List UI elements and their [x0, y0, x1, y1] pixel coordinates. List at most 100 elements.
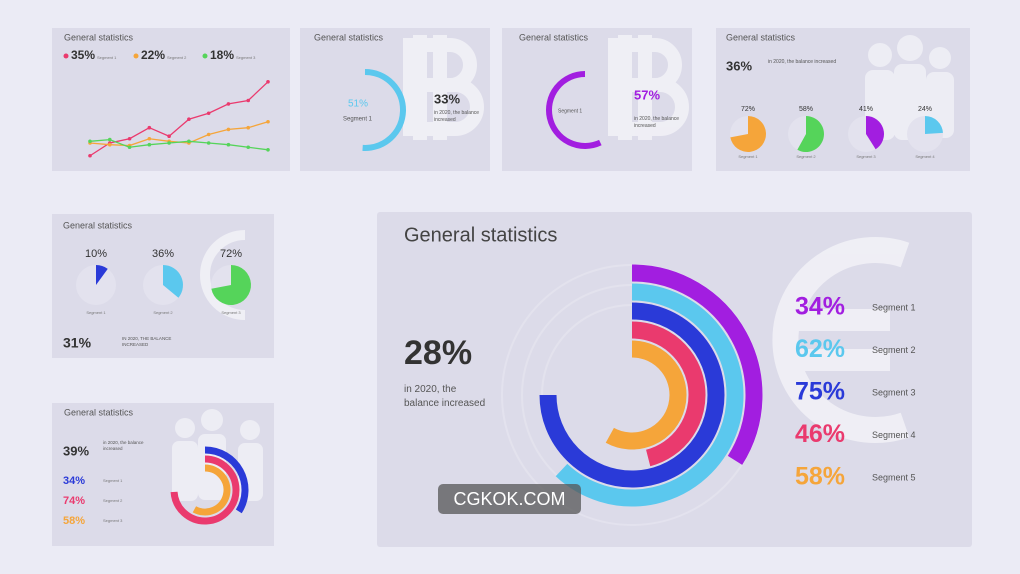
segment-label: Segment 2: [796, 154, 816, 159]
value-label: 41%: [859, 106, 873, 113]
bitcoin-icon: [403, 35, 484, 140]
segment-label: Segment 4: [915, 154, 935, 159]
segment-label: Segment 2: [872, 345, 916, 355]
legend-value: 18%: [210, 48, 234, 62]
segment-label: Segment 4: [872, 430, 916, 440]
value-label: 34%: [63, 475, 85, 487]
legend-dot: [133, 53, 139, 59]
pie-slice: [925, 116, 943, 134]
point: [147, 136, 152, 141]
note: in 2020, the balance increased: [404, 384, 486, 409]
segment-label: Segment 2: [103, 498, 123, 503]
pie-slice: [211, 265, 251, 305]
arc: [539, 302, 725, 488]
legend-value: 35%: [71, 48, 95, 62]
person: [201, 409, 223, 431]
point: [187, 117, 191, 121]
value-label: 74%: [63, 495, 85, 507]
line: [89, 81, 269, 157]
segment-label: Segment 3: [872, 387, 916, 397]
person: [175, 418, 195, 438]
value-label: 75%: [795, 378, 845, 406]
panel: [52, 403, 274, 546]
note-box: in 2020, the balance increased: [634, 116, 680, 129]
point: [246, 125, 251, 130]
person: [240, 420, 260, 440]
point: [266, 148, 270, 152]
point: [226, 142, 231, 147]
segment-label: Segment 2: [153, 310, 173, 315]
point: [226, 127, 231, 132]
person: [929, 47, 951, 69]
panel-title: General statistics: [726, 32, 796, 42]
point: [206, 132, 211, 137]
value-label: 46%: [795, 420, 845, 448]
arc: [546, 71, 602, 149]
panel-title: General statistics: [519, 32, 589, 42]
point: [266, 119, 270, 124]
bitcoin-icon: [608, 35, 689, 140]
point: [147, 142, 152, 147]
value-label: 51%: [348, 99, 368, 110]
legend-label: Segment 2: [167, 55, 187, 60]
point: [226, 102, 231, 106]
arc: [631, 321, 706, 467]
value-label: 24%: [918, 106, 932, 113]
arc: [605, 340, 687, 450]
segment-label: Segment 3: [221, 310, 241, 315]
value-label: 57%: [634, 87, 660, 102]
legend-value: 22%: [141, 48, 165, 62]
value-label: 62%: [795, 335, 845, 363]
panel-title: General statistics: [404, 224, 557, 246]
note-box: in 2020, the balance increased: [103, 440, 144, 451]
value-label: 72%: [741, 106, 755, 113]
pie-slice: [866, 116, 884, 150]
panel-title: General statistics: [64, 32, 134, 42]
panel-title: General statistics: [64, 407, 134, 417]
legend-dot: [202, 53, 208, 59]
point: [167, 141, 171, 145]
note: in 2020, the balance increased: [434, 110, 480, 123]
value-label: 58%: [799, 106, 813, 113]
note-box: IN 2020, THE BALANCE INCREASED: [122, 336, 172, 348]
pie-slice: [730, 116, 767, 153]
segment-label: Segment 1: [103, 478, 123, 483]
value-label: 72%: [220, 248, 242, 260]
euro-icon: [200, 230, 246, 320]
point: [88, 139, 92, 144]
highlight: 33%: [434, 91, 460, 106]
arc: [170, 455, 240, 525]
pie-slice: [163, 265, 183, 298]
note: in 2020, the balance increased: [634, 116, 680, 129]
person: [897, 35, 923, 61]
value-label: 36%: [152, 248, 174, 260]
point: [88, 153, 92, 158]
point: [127, 136, 132, 141]
arc: [555, 283, 744, 507]
watermark-box: [438, 484, 581, 514]
value-label: 10%: [85, 248, 107, 260]
person: [172, 441, 198, 501]
note-box: in 2020, the balance increased: [404, 384, 486, 409]
point: [127, 145, 132, 150]
euro-icon: [772, 237, 910, 443]
note-box: in 2020, the balance increased: [434, 110, 480, 123]
highlight: 31%: [63, 335, 92, 351]
value-label: 34%: [795, 293, 845, 321]
note: in 2020, the balance increased: [768, 59, 837, 65]
segment-label: Segment 1: [343, 117, 373, 123]
point: [107, 137, 112, 142]
arc: [631, 264, 763, 465]
people-icons: [172, 35, 954, 501]
segment-label: Segment 1: [738, 154, 758, 159]
panel-title: General statistics: [314, 32, 384, 42]
point: [107, 142, 112, 147]
point: [187, 139, 191, 144]
point: [167, 134, 171, 138]
segment-label: Segment 1: [86, 310, 106, 315]
panel-title: General statistics: [63, 220, 133, 230]
segment-label: Segment 1: [558, 108, 582, 114]
point: [246, 98, 251, 103]
note: IN 2020, THE BALANCE INCREASED: [122, 336, 172, 348]
